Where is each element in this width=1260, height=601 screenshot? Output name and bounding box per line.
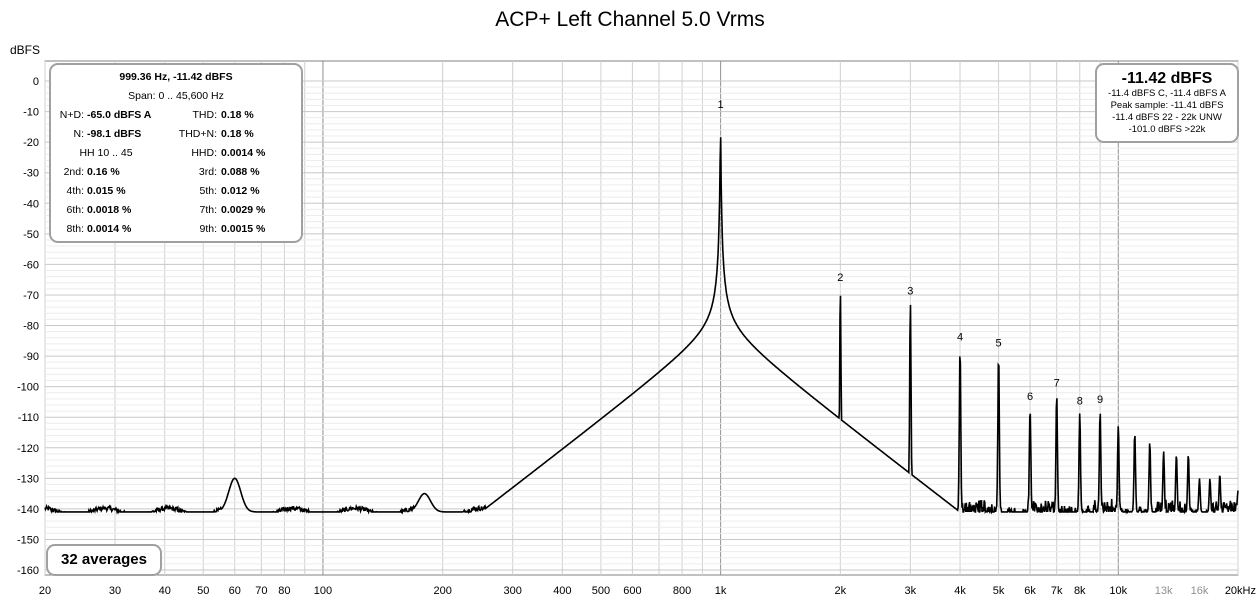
x-tick-label: 50 <box>197 585 209 597</box>
x-tick-label: 7k <box>1051 585 1063 597</box>
y-axis: 0 -10 -20 -30 -40 -50 -60 -70 -80 -90 -100 -110 -120… <box>17 76 39 577</box>
x-tick-label: 6k <box>1024 585 1036 597</box>
x-tick-label: 100 <box>314 585 332 597</box>
x-tick-label: 20kHz <box>1225 585 1256 597</box>
stats-left-value: 0.16 % <box>87 166 120 178</box>
stats-left-label: N+D: <box>59 109 84 121</box>
stats-left-label: 4th: <box>66 185 84 197</box>
stats-left-label: 8th: <box>66 223 84 235</box>
x-tick-label: 300 <box>504 585 522 597</box>
x-tick-label: 1k <box>715 585 727 597</box>
x-tick-label: 800 <box>673 585 691 597</box>
stats-right-label: 9th: <box>199 223 217 235</box>
x-tick-label: 4k <box>954 585 966 597</box>
harmonic-labels: 1 2 3 4 5 6 7 8 9 <box>717 99 1103 408</box>
x-tick-label: 3k <box>905 585 917 597</box>
x-tick-label: 30 <box>109 585 121 597</box>
stats-right-value: 0.088 % <box>221 166 260 178</box>
y-tick-label: -130 <box>17 473 39 485</box>
y-tick-label: -30 <box>23 168 39 180</box>
stats-left-label: 6th: <box>66 204 84 216</box>
spectrum-trace <box>44 137 1239 515</box>
x-tick-label: 600 <box>623 585 641 597</box>
stats-header: 999.36 Hz, -11.42 dBFS <box>119 71 233 83</box>
x-tick-label: 400 <box>553 585 571 597</box>
x-tick-label: 60 <box>229 585 241 597</box>
x-tick-label: 40 <box>159 585 171 597</box>
stats-span: Span: 0 .. 45,600 Hz <box>128 90 224 102</box>
harmonic-label: 4 <box>957 331 963 343</box>
harmonic-label: 6 <box>1027 391 1033 403</box>
peak-level-panel: -11.42 dBFS -11.4 dBFS C, -11.4 dBFS A P… <box>1095 63 1239 143</box>
peak-line-1: -11.4 dBFS C, -11.4 dBFS A <box>1108 88 1226 99</box>
x-tick-label: 500 <box>592 585 610 597</box>
y-tick-label: -140 <box>17 504 39 516</box>
x-tick-label: 200 <box>433 585 451 597</box>
peak-level: -11.42 dBFS <box>1121 70 1213 87</box>
peak-line-2: Peak sample: -11.41 dBFS <box>1110 100 1224 111</box>
y-tick-label: 0 <box>33 76 39 88</box>
y-tick-label: -50 <box>23 229 39 241</box>
y-tick-label: -20 <box>23 137 39 149</box>
stats-hh: HH 10 .. 45 <box>79 147 133 159</box>
stats-right-value: 0.012 % <box>221 185 260 197</box>
x-tick-label: 13k <box>1155 585 1173 597</box>
averages-badge: 32 averages <box>46 544 162 576</box>
peak-line-4: -101.0 dBFS >22k <box>1128 124 1206 135</box>
y-tick-label: -150 <box>17 534 39 546</box>
y-axis-label: dBFS <box>10 43 41 57</box>
stats-left-label: 2nd: <box>63 166 84 178</box>
y-tick-label: -70 <box>23 290 39 302</box>
y-tick-label: -60 <box>23 259 39 271</box>
y-tick-label: -100 <box>17 382 39 394</box>
y-tick-label: -90 <box>23 351 39 363</box>
stats-right-value: 0.18 % <box>221 109 254 121</box>
x-tick-label: 8k <box>1074 585 1086 597</box>
stats-right-label: 7th: <box>199 204 217 216</box>
y-tick-label: -120 <box>17 443 39 455</box>
harmonic-label: 8 <box>1077 396 1083 408</box>
stats-right-value: 0.0014 % <box>221 147 266 159</box>
stats-left-value: 0.0018 % <box>87 204 132 216</box>
x-tick-label: 80 <box>278 585 290 597</box>
x-tick-label: 5k <box>993 585 1005 597</box>
x-tick-label: 70 <box>255 585 267 597</box>
harmonic-label: 5 <box>996 338 1002 350</box>
stats-right-label: HHD: <box>191 147 217 159</box>
stats-right-label: THD+N: <box>178 128 217 140</box>
x-tick-label: 2k <box>835 585 847 597</box>
y-tick-label: -110 <box>18 412 39 424</box>
stats-panel: 999.36 Hz, -11.42 dBFS Span: 0 .. 45,600… <box>49 63 303 243</box>
harmonic-label: 7 <box>1054 377 1060 389</box>
stats-right-value: 0.0015 % <box>221 223 266 235</box>
stats-right-label: 3rd: <box>198 166 217 178</box>
stats-left-value: 0.0014 % <box>87 223 132 235</box>
y-tick-label: -160 <box>17 565 39 577</box>
stats-left-label: N: <box>73 128 85 140</box>
harmonic-label: 2 <box>837 272 843 284</box>
stats-right-value: 0.18 % <box>221 128 254 140</box>
stats-left-value: 0.015 % <box>87 185 126 197</box>
stats-right-label: 5th: <box>199 185 217 197</box>
stats-right-value: 0.0029 % <box>221 204 266 216</box>
x-axis: 20 30 40 50 60 70 80 100 200 300 400 500 600 800 1k 2k 3… <box>39 585 1256 597</box>
x-tick-label: 10k <box>1109 585 1127 597</box>
harmonic-label: 3 <box>907 286 913 298</box>
harmonic-label: 1 <box>717 99 723 111</box>
peak-line-3: -11.4 dBFS 22 - 22k UNW <box>1112 112 1222 123</box>
y-tick-label: -80 <box>23 321 39 333</box>
y-tick-label: -10 <box>23 107 39 119</box>
x-tick-label: 16k <box>1191 585 1209 597</box>
stats-right-label: THD: <box>192 109 218 121</box>
y-tick-label: -40 <box>23 198 39 210</box>
harmonic-label: 9 <box>1097 394 1103 406</box>
stats-left-value: -98.1 dBFS <box>87 128 142 140</box>
x-tick-label: 20 <box>39 585 51 597</box>
chart-title: ACP+ Left Channel 5.0 Vrms <box>495 8 765 31</box>
stats-left-value: -65.0 dBFS A <box>87 109 152 121</box>
